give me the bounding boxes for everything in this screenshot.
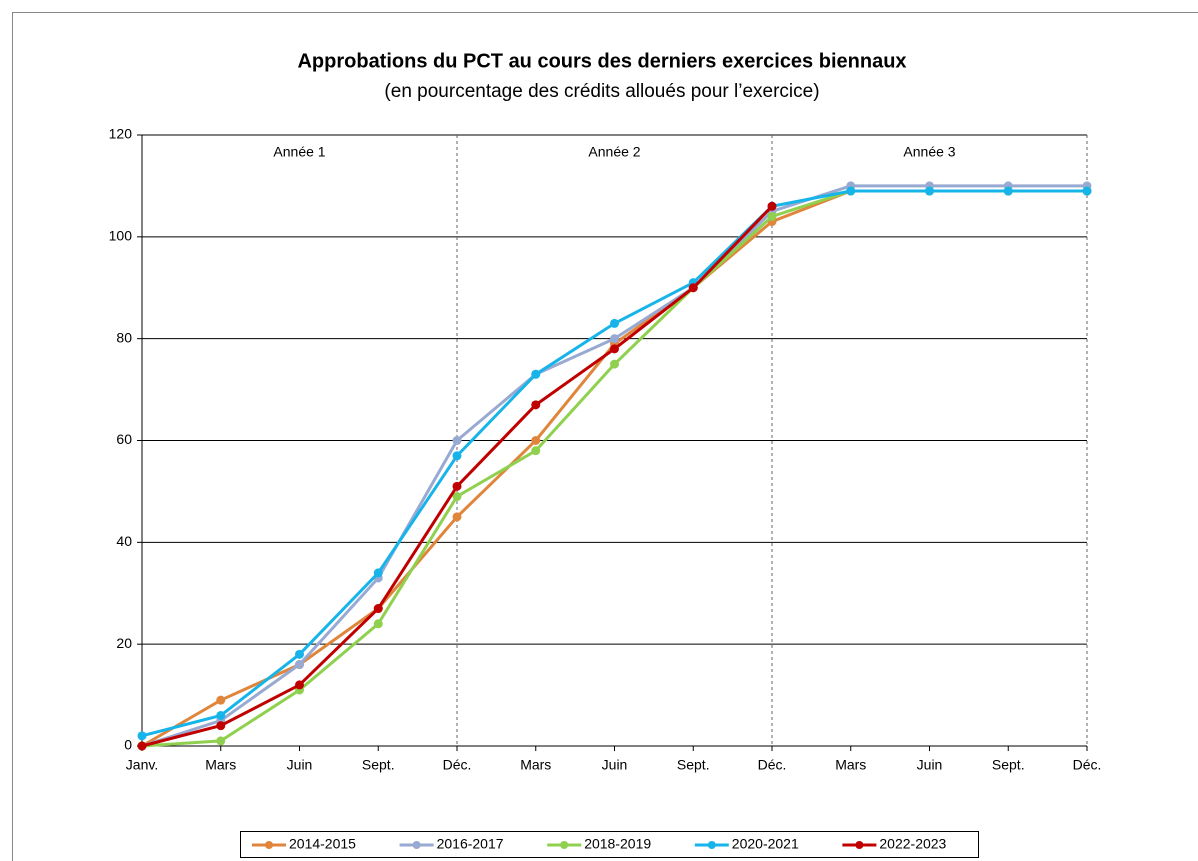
data-point [452, 451, 462, 461]
data-point [452, 436, 462, 445]
x-tick-label: Juin [287, 757, 313, 773]
data-point [610, 318, 619, 328]
data-point [531, 400, 541, 410]
x-tick-label: Mars [520, 757, 551, 773]
data-point [216, 695, 226, 705]
data-point [295, 660, 304, 670]
x-tick-label: Déc. [1073, 757, 1102, 773]
x-tick-label: Janv. [126, 757, 158, 773]
legend-marker [265, 841, 273, 849]
chart-border [12, 12, 1198, 861]
data-point [373, 568, 383, 578]
chart-title: Approbations du PCT au cours des dernier… [297, 50, 906, 72]
y-tick-label: 80 [116, 329, 132, 345]
x-tick-label: Sept. [677, 757, 710, 773]
x-tick-label: Juin [602, 757, 628, 773]
data-point [216, 721, 226, 731]
legend-label: 2014-2015 [289, 836, 356, 852]
data-point [295, 649, 304, 659]
chart-subtitle: (en pourcentage des crédits alloués pour… [384, 81, 819, 102]
data-point [531, 446, 541, 456]
annotation: Année 1 [273, 144, 325, 160]
x-tick-label: Sept. [362, 757, 395, 773]
y-tick-label: 0 [124, 737, 132, 753]
data-point [137, 741, 147, 751]
data-point [1082, 186, 1092, 196]
x-tick-label: Mars [835, 757, 866, 773]
series-line [141, 184, 1087, 748]
series-line [141, 189, 1087, 738]
y-tick-label: 120 [109, 126, 133, 142]
x-tick-label: Juin [917, 757, 943, 773]
y-tick-label: 20 [116, 635, 132, 651]
x-tick-label: Déc. [758, 757, 787, 773]
data-point [137, 731, 147, 741]
data-point [1003, 186, 1013, 196]
legend: 2014-2015 2016-2017 2018-2019 2020-2021 2022… [240, 831, 979, 858]
series-line [141, 189, 1087, 748]
annotation: Année 3 [903, 144, 955, 160]
legend-label: 2022-2023 [879, 836, 946, 852]
data-point [373, 604, 383, 614]
data-point [295, 680, 304, 690]
data-point [373, 619, 383, 629]
data-point [767, 201, 777, 211]
annotation: Année 2 [588, 144, 640, 160]
legend-marker [560, 841, 569, 849]
legend-marker [707, 841, 716, 849]
data-point [846, 186, 856, 196]
data-point [452, 481, 462, 491]
data-point [531, 436, 541, 445]
legend-marker [855, 841, 864, 849]
data-point [610, 334, 619, 344]
data-point [767, 211, 777, 221]
y-tick-label: 60 [116, 431, 132, 447]
series-line [141, 189, 1087, 748]
data-point [216, 710, 226, 720]
data-point [452, 512, 462, 522]
data-point [610, 344, 619, 354]
legend-label: 2020-2021 [732, 836, 799, 852]
data-point [925, 186, 934, 196]
legend-label: 2016-2017 [437, 836, 504, 852]
data-point [531, 369, 541, 379]
data-point [610, 359, 619, 369]
legend-marker [412, 841, 421, 849]
data-point [688, 283, 698, 293]
y-tick-label: 100 [109, 228, 133, 244]
legend-label: 2018-2019 [584, 836, 651, 852]
data-point [216, 736, 226, 746]
y-tick-label: 40 [116, 533, 132, 549]
x-tick-label: Déc. [443, 757, 472, 773]
data-point [452, 492, 462, 502]
x-tick-label: Sept. [992, 757, 1025, 773]
x-tick-label: Mars [205, 757, 236, 773]
